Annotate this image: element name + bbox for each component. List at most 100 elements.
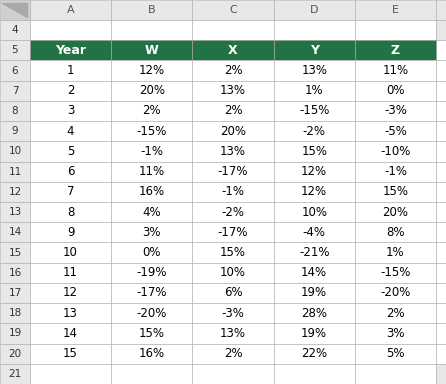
Text: 15%: 15% <box>220 246 246 259</box>
Text: 3%: 3% <box>386 327 405 340</box>
Bar <box>30 303 111 323</box>
Text: 11%: 11% <box>139 165 165 178</box>
Text: 16%: 16% <box>139 347 165 360</box>
Bar <box>111 303 192 323</box>
Text: 13%: 13% <box>220 145 246 158</box>
Bar <box>192 202 273 222</box>
Text: 1%: 1% <box>305 84 323 97</box>
Text: 4: 4 <box>67 125 74 138</box>
Text: 14%: 14% <box>301 266 327 279</box>
Bar <box>0 121 30 141</box>
Bar <box>273 101 355 121</box>
Text: 13%: 13% <box>220 84 246 97</box>
Bar <box>192 121 273 141</box>
Text: 13: 13 <box>8 207 21 217</box>
Text: 15%: 15% <box>382 185 409 199</box>
Bar <box>111 242 192 263</box>
Bar <box>355 0 436 20</box>
Text: Year: Year <box>55 44 86 57</box>
Bar <box>192 40 273 60</box>
Text: 16%: 16% <box>139 185 165 199</box>
Text: 20%: 20% <box>382 205 409 218</box>
Text: 11: 11 <box>63 266 78 279</box>
Text: Z: Z <box>391 44 400 57</box>
Bar <box>30 263 111 283</box>
Text: 11%: 11% <box>382 64 409 77</box>
Bar <box>192 60 273 81</box>
Bar <box>0 60 30 81</box>
Text: -19%: -19% <box>136 266 167 279</box>
Bar <box>273 202 355 222</box>
Bar <box>355 303 436 323</box>
Polygon shape <box>2 3 27 17</box>
Text: 12: 12 <box>63 286 78 300</box>
Bar <box>192 323 273 344</box>
Bar <box>111 283 192 303</box>
Bar <box>0 202 30 222</box>
Bar <box>273 0 355 20</box>
Bar <box>192 283 273 303</box>
Text: 20: 20 <box>8 349 21 359</box>
Bar <box>436 101 446 121</box>
Bar <box>355 364 436 384</box>
Bar <box>355 101 436 121</box>
Bar <box>0 283 30 303</box>
Text: 12%: 12% <box>301 165 327 178</box>
Text: 12%: 12% <box>139 64 165 77</box>
Text: -21%: -21% <box>299 246 330 259</box>
Text: 20%: 20% <box>139 84 165 97</box>
Text: -4%: -4% <box>303 226 326 239</box>
Bar <box>436 303 446 323</box>
Bar <box>0 323 30 344</box>
Text: 21: 21 <box>8 369 21 379</box>
Bar <box>0 222 30 242</box>
Bar <box>111 20 192 40</box>
Text: 8%: 8% <box>386 226 405 239</box>
Bar <box>355 242 436 263</box>
Text: 5%: 5% <box>386 347 405 360</box>
Bar <box>30 202 111 222</box>
Bar <box>30 222 111 242</box>
Bar <box>273 141 355 162</box>
Text: 4: 4 <box>12 25 18 35</box>
Bar <box>30 40 111 60</box>
Bar <box>436 20 446 40</box>
Bar <box>30 141 111 162</box>
Text: 7: 7 <box>12 86 18 96</box>
Text: -2%: -2% <box>303 125 326 138</box>
Bar <box>273 182 355 202</box>
Text: 3: 3 <box>67 104 74 118</box>
Text: -15%: -15% <box>299 104 330 118</box>
Text: 14: 14 <box>63 327 78 340</box>
Bar <box>436 283 446 303</box>
Bar <box>355 222 436 242</box>
Text: 10: 10 <box>8 146 21 156</box>
Text: 19: 19 <box>8 328 21 338</box>
Bar <box>192 364 273 384</box>
Text: A: A <box>67 5 74 15</box>
Bar <box>192 101 273 121</box>
Text: 6%: 6% <box>224 286 242 300</box>
Bar <box>355 121 436 141</box>
Text: E: E <box>392 5 399 15</box>
Text: 12%: 12% <box>301 185 327 199</box>
Bar <box>192 162 273 182</box>
Text: -17%: -17% <box>218 165 248 178</box>
Text: -1%: -1% <box>384 165 407 178</box>
Bar <box>0 40 30 60</box>
Bar <box>436 40 446 60</box>
Text: 12: 12 <box>8 187 21 197</box>
Bar <box>111 323 192 344</box>
Text: 2%: 2% <box>224 64 242 77</box>
Text: 19%: 19% <box>301 327 327 340</box>
Bar <box>111 364 192 384</box>
Bar <box>355 344 436 364</box>
Bar <box>436 263 446 283</box>
Bar <box>0 344 30 364</box>
Bar <box>0 364 30 384</box>
Bar <box>0 162 30 182</box>
Bar <box>0 141 30 162</box>
Bar <box>111 121 192 141</box>
Text: 13: 13 <box>63 307 78 320</box>
Text: X: X <box>228 44 238 57</box>
